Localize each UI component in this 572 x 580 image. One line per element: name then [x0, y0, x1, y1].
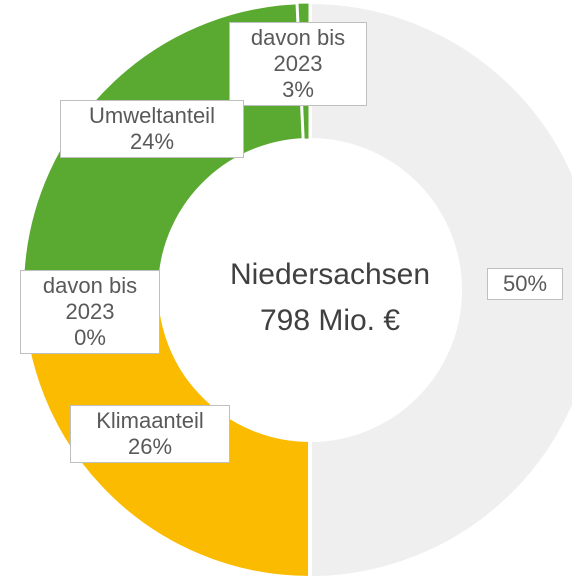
- data-label: 50%: [487, 268, 563, 300]
- data-label: davon bis 2023 3%: [229, 22, 367, 106]
- slice: [308, 0, 572, 580]
- data-label: Klimaanteil 26%: [70, 405, 230, 463]
- data-label: davon bis 2023 0%: [20, 270, 160, 354]
- label-value: 3%: [282, 77, 314, 102]
- label-value: 24%: [129, 129, 175, 154]
- label-value: 50%: [502, 271, 548, 296]
- label-value: 0%: [74, 325, 106, 350]
- label-name: davon bis 2023: [42, 273, 138, 324]
- label-name: Umweltanteil: [89, 103, 215, 128]
- label-value: 26%: [127, 434, 173, 459]
- label-name: Klimaanteil: [96, 408, 204, 433]
- center-subtitle: 798 Mio. €: [259, 304, 401, 337]
- data-label: Umweltanteil 24%: [60, 100, 244, 158]
- center-title: Niedersachsen: [229, 258, 431, 291]
- label-name: davon bis 2023: [250, 25, 346, 76]
